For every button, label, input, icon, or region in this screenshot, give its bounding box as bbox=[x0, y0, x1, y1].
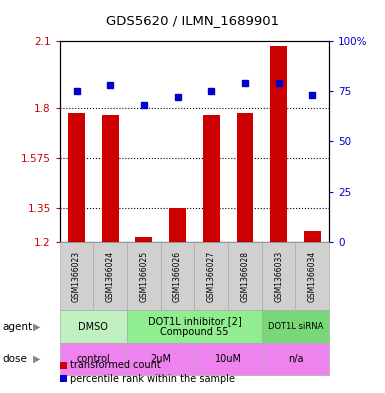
Bar bbox=[203, 115, 220, 242]
Text: ▶: ▶ bbox=[33, 321, 40, 332]
Bar bbox=[102, 115, 119, 242]
Text: agent: agent bbox=[2, 321, 32, 332]
Text: 2uM: 2uM bbox=[150, 354, 171, 364]
Text: GSM1366026: GSM1366026 bbox=[173, 250, 182, 302]
Bar bbox=[304, 231, 321, 242]
Text: GSM1366028: GSM1366028 bbox=[241, 251, 249, 301]
Text: percentile rank within the sample: percentile rank within the sample bbox=[70, 373, 236, 384]
Text: GSM1366024: GSM1366024 bbox=[106, 250, 115, 302]
Text: DOT1L inhibitor [2]
Compound 55: DOT1L inhibitor [2] Compound 55 bbox=[147, 316, 241, 337]
Bar bbox=[169, 208, 186, 242]
Text: GSM1366033: GSM1366033 bbox=[274, 250, 283, 302]
Bar bbox=[236, 112, 253, 242]
Text: control: control bbox=[77, 354, 110, 364]
Text: GSM1366023: GSM1366023 bbox=[72, 250, 81, 302]
Text: GSM1366025: GSM1366025 bbox=[139, 250, 148, 302]
Text: GDS5620 / ILMN_1689901: GDS5620 / ILMN_1689901 bbox=[106, 14, 279, 27]
Text: GSM1366027: GSM1366027 bbox=[207, 250, 216, 302]
Text: DOT1L siRNA: DOT1L siRNA bbox=[268, 322, 323, 331]
Bar bbox=[136, 237, 152, 242]
Text: transformed count: transformed count bbox=[70, 360, 161, 370]
Bar bbox=[270, 46, 287, 242]
Text: 10uM: 10uM bbox=[214, 354, 242, 364]
Text: n/a: n/a bbox=[288, 354, 303, 364]
Text: dose: dose bbox=[2, 354, 27, 364]
Bar bbox=[68, 112, 85, 242]
Text: ▶: ▶ bbox=[33, 354, 40, 364]
Text: GSM1366034: GSM1366034 bbox=[308, 250, 317, 302]
Text: DMSO: DMSO bbox=[79, 321, 108, 332]
